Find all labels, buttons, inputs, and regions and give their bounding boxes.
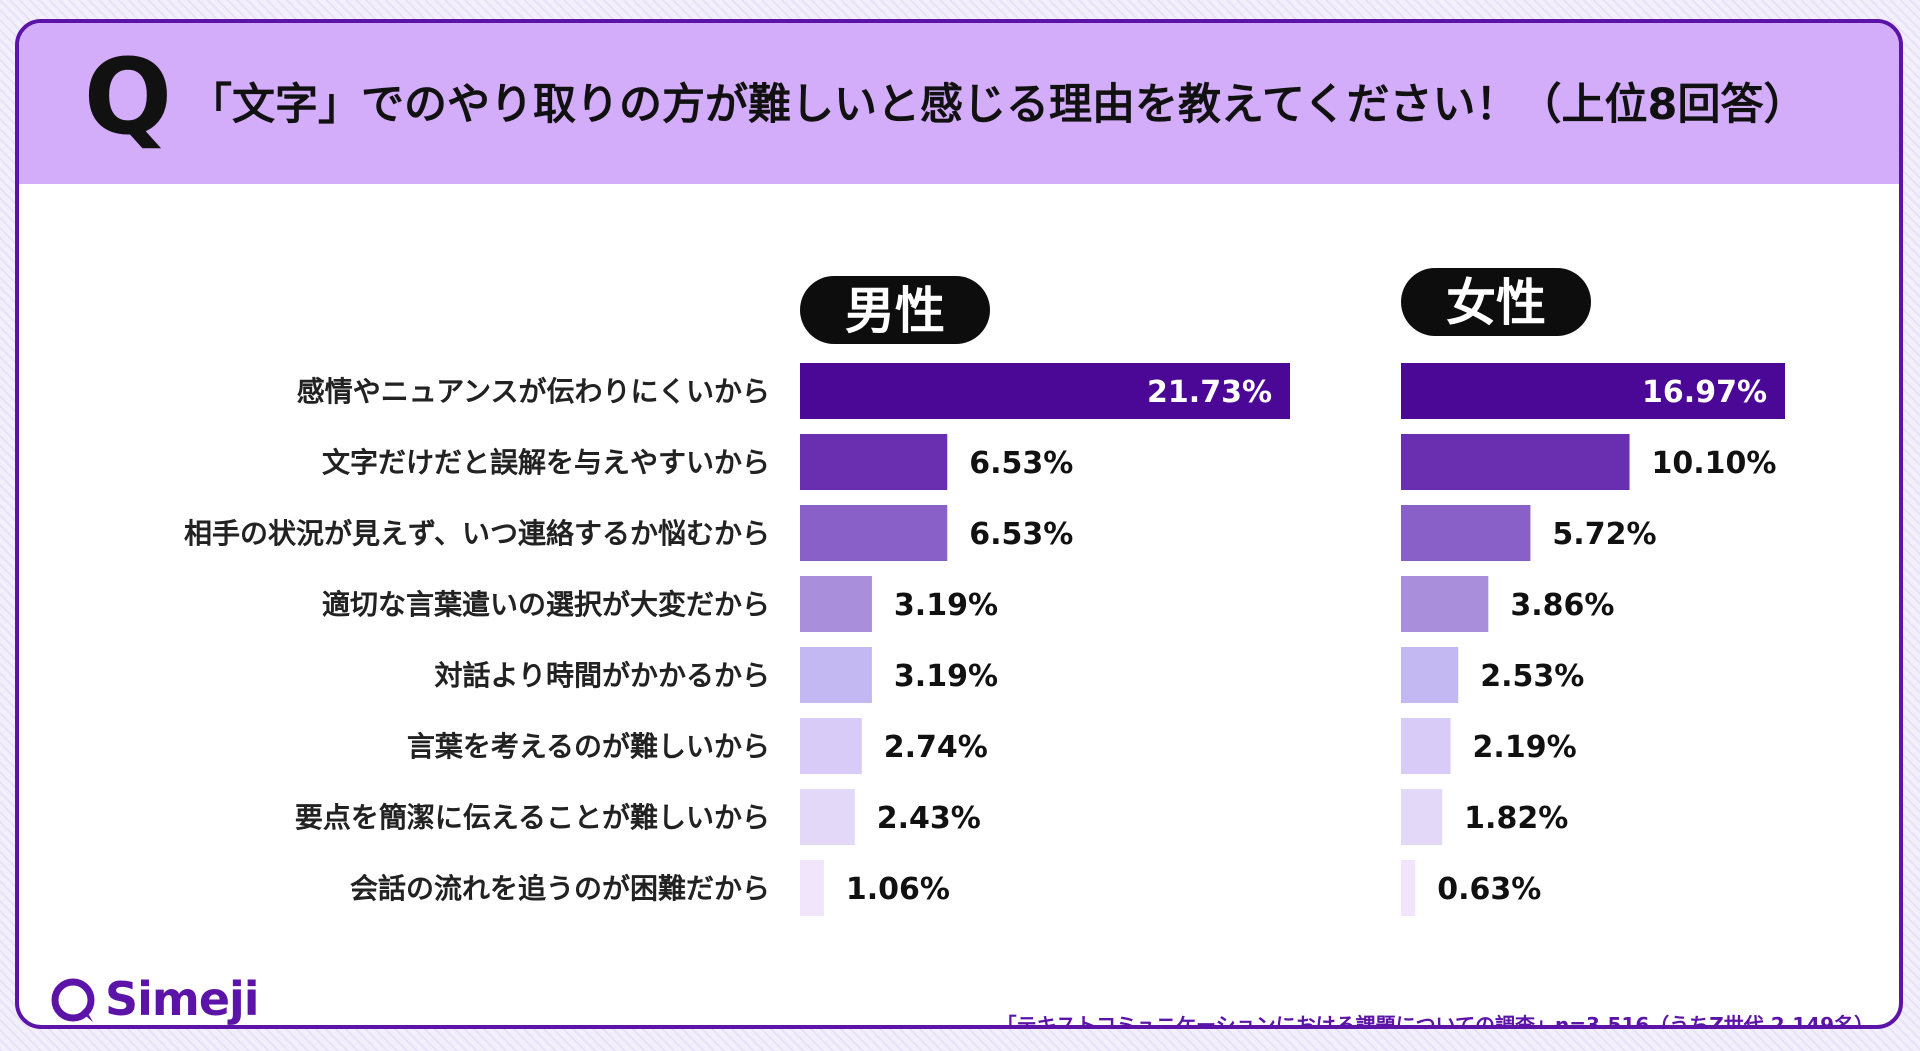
- series-pill: [800, 276, 990, 344]
- category-label: 感情やニュアンスが伝わりにくいから: [297, 375, 770, 408]
- brand-name: Simeji: [105, 972, 260, 1026]
- value-label: 3.19%: [894, 588, 998, 623]
- bar: [800, 576, 872, 632]
- bar: [800, 647, 872, 703]
- brand-logo: Simeji: [47, 966, 262, 1026]
- value-label: 1.06%: [846, 872, 950, 907]
- value-label: 2.53%: [1480, 659, 1584, 694]
- category-label: 言葉を考えるのが難しいから: [407, 730, 770, 763]
- series-name: 女性: [1446, 274, 1546, 332]
- bar: [1401, 718, 1451, 774]
- value-label: 3.86%: [1510, 588, 1614, 623]
- value-label: 21.73%: [1147, 375, 1272, 410]
- category-label: 要点を簡潔に伝えることが難しいから: [295, 801, 770, 834]
- value-label: 3.19%: [894, 659, 998, 694]
- series-name: 男性: [845, 282, 945, 340]
- category-label: 文字だけだと誤解を与えやすいから: [322, 446, 770, 479]
- value-label: 2.43%: [877, 801, 981, 836]
- value-label: 6.53%: [969, 446, 1073, 481]
- value-label: 2.19%: [1473, 730, 1577, 765]
- bar: [800, 505, 948, 561]
- source-note: 「テキストコミュニケーションにおける課題についての調査」n=3,516（うちZ世…: [996, 1013, 1874, 1029]
- chat-bubble-icon: [51, 978, 95, 1022]
- bar: [1401, 363, 1785, 419]
- question-title: 「文字」でのやり取りの方が難しいと感じる理由を教えてください！（上位8回答）: [189, 80, 1807, 130]
- q-mark: Q: [83, 36, 173, 158]
- bar: [800, 718, 862, 774]
- category-label: 相手の状況が見えず、いつ連絡するか悩むから: [184, 517, 770, 550]
- value-label: 0.63%: [1437, 872, 1541, 907]
- bar: [800, 363, 1290, 419]
- chart-frame: Q 「文字」でのやり取りの方が難しいと感じる理由を教えてください！（上位8回答）…: [15, 19, 1903, 1029]
- bar: [1401, 789, 1443, 845]
- question-header: Q 「文字」でのやり取りの方が難しいと感じる理由を教えてください！（上位8回答）: [19, 23, 1899, 184]
- bar: [1401, 505, 1531, 561]
- series-pill: [1401, 268, 1591, 336]
- bar: [800, 434, 948, 490]
- value-label: 16.97%: [1642, 375, 1767, 410]
- value-label: 6.53%: [969, 517, 1073, 552]
- value-label: 1.82%: [1464, 801, 1568, 836]
- value-label: 2.74%: [884, 730, 988, 765]
- category-label: 適切な言葉遣いの選択が大変だから: [322, 588, 770, 621]
- bar: [1401, 434, 1630, 490]
- bar: [1401, 860, 1416, 916]
- bar: [1401, 576, 1489, 632]
- bar: [800, 860, 824, 916]
- category-label: 会話の流れを追うのが困難だから: [350, 872, 770, 905]
- category-label: 対話より時間がかかるから: [435, 659, 770, 692]
- bar: [800, 789, 855, 845]
- value-label: 10.10%: [1652, 446, 1777, 481]
- bar: [1401, 647, 1459, 703]
- value-label: 5.72%: [1552, 517, 1656, 552]
